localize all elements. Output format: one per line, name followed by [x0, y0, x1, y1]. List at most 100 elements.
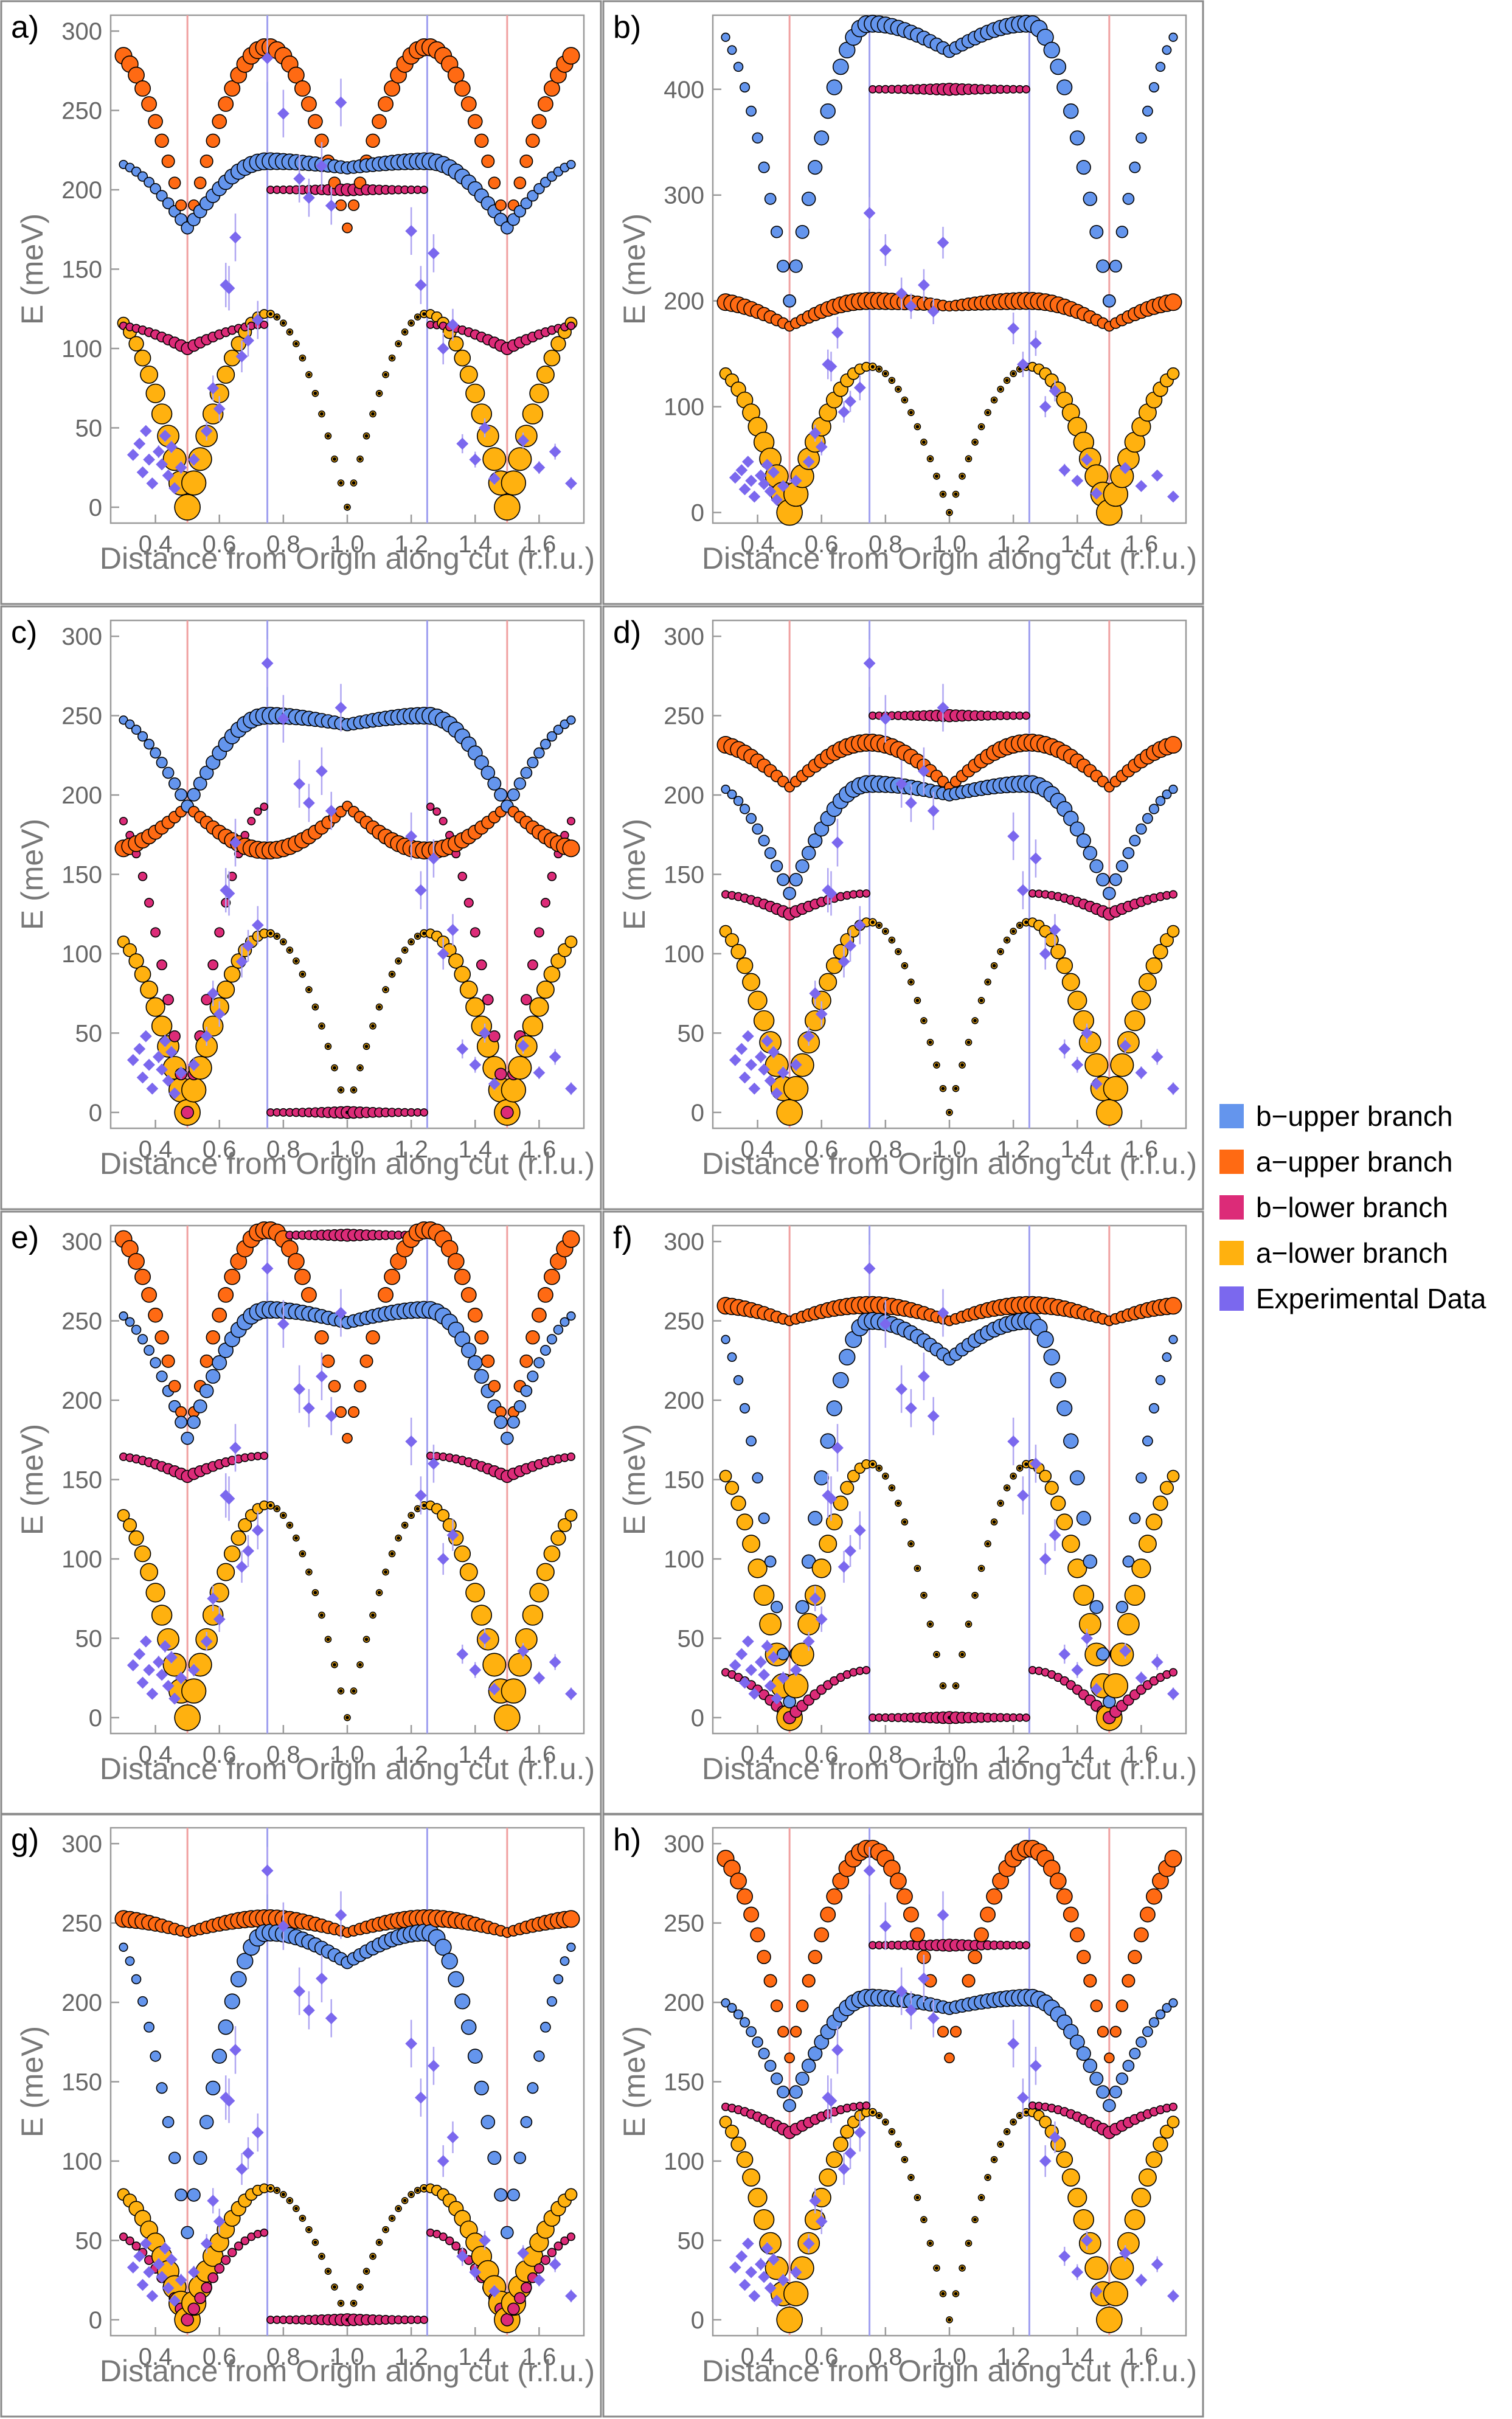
al-point [564, 935, 578, 948]
experimental-point [446, 2131, 459, 2143]
legend-label: Experimental Data [1256, 1283, 1486, 1314]
acoustic-point [890, 938, 894, 942]
au-point [538, 96, 553, 112]
acoustic-point [1005, 938, 1009, 942]
al-point [117, 1508, 130, 1522]
experimental-point [152, 1050, 165, 1063]
experimental-point [735, 2250, 748, 2263]
bu-point [156, 190, 168, 202]
y-tick-label: 150 [61, 257, 102, 283]
bu-point [212, 2049, 227, 2064]
experimental-point [789, 1058, 802, 1071]
experimental-point [335, 701, 347, 714]
al-point [536, 1563, 555, 1581]
bu-point [1122, 193, 1135, 205]
experimental-point [168, 482, 181, 495]
acoustic-point [979, 425, 983, 429]
acoustic-point [870, 365, 875, 369]
experimental-point [1151, 1656, 1163, 1668]
x-tick-label: 0.8 [266, 1741, 300, 1768]
bu-point [206, 2080, 221, 2095]
experimental-point [251, 1524, 264, 1536]
acoustic-point [326, 1044, 330, 1049]
au-point [224, 80, 241, 97]
experimental-point [235, 350, 248, 363]
bl-point [521, 994, 532, 1005]
bu-point [527, 1370, 539, 1383]
panel-label: g) [11, 1822, 39, 1858]
bl-point [227, 872, 237, 881]
x-tick-label: 1.4 [458, 531, 492, 558]
al-point [231, 1530, 246, 1546]
acoustic-point [397, 959, 401, 963]
experimental-point [844, 940, 856, 952]
acoustic-point [999, 1501, 1003, 1505]
au-point [562, 1910, 580, 1928]
acoustic-point [903, 963, 907, 968]
bu-point [175, 1415, 188, 1429]
x-tick-label: 1.4 [1060, 531, 1094, 558]
experimental-point [229, 1442, 241, 1454]
panel-label: c) [11, 615, 37, 650]
au-point [294, 1268, 311, 1285]
al-point [1167, 925, 1180, 938]
al-point [1124, 1584, 1146, 1606]
au-point [730, 1872, 747, 1890]
experimental-point [905, 797, 917, 809]
bl-point [194, 2292, 206, 2305]
al-point [811, 1558, 831, 1578]
bu-point [546, 1996, 557, 2007]
au-point [937, 2025, 949, 2038]
acoustic-point [422, 1503, 426, 1507]
acoustic-point [384, 1570, 388, 1574]
bu-point [770, 226, 783, 238]
al-point [1124, 1010, 1146, 1032]
bu-point [467, 1355, 483, 1370]
al-point [725, 1480, 740, 1495]
x-tick-label: 1.4 [458, 1136, 492, 1163]
bu-point [1148, 803, 1159, 814]
experimental-point [127, 1053, 139, 1066]
al-point [1159, 1480, 1174, 1495]
bu-point [527, 2082, 539, 2094]
experimental-point [1119, 462, 1132, 474]
experimental-point [1007, 322, 1020, 335]
panel-f: f)0.4 0.6 0.8 1.0 1.2 1.4 1.605010015020025030… [602, 1210, 1204, 1816]
bu-point [187, 1415, 201, 1429]
bu-point [150, 2050, 161, 2062]
experimental-point [517, 1039, 530, 1052]
bu-point [1083, 192, 1098, 206]
experimental-point [517, 434, 530, 447]
experimental-point [488, 473, 501, 485]
bu-point [119, 1942, 128, 1952]
al-point [1073, 1010, 1095, 1032]
au-point [161, 154, 175, 168]
experimental-point [1017, 2091, 1029, 2104]
au-point [301, 1286, 317, 1303]
experimental-point [446, 923, 459, 936]
acoustic-point [1024, 1462, 1028, 1466]
acoustic-point [966, 1040, 971, 1044]
bu-point [540, 2021, 551, 2033]
x-axis-label: Distance from Origin along cut (r.l.u.) [702, 541, 1197, 575]
bu-point [513, 2151, 527, 2164]
x-tick-label: 0.8 [266, 531, 300, 558]
al-point [501, 1077, 527, 1103]
al-point [448, 336, 464, 352]
y-axis-label: E (meV) [15, 2026, 49, 2137]
bu-point [566, 159, 576, 170]
experimental-point [735, 1043, 748, 1055]
bl-point [457, 872, 467, 881]
y-tick-label: 250 [61, 1911, 102, 1937]
au-point [224, 1268, 241, 1285]
au-point [212, 1307, 227, 1323]
al-point [742, 2168, 761, 2187]
experimental-point [303, 1402, 315, 1414]
bu-point [1056, 79, 1073, 95]
acoustic-point [954, 1086, 958, 1091]
al-point [123, 1518, 137, 1533]
panel-label: h) [613, 1822, 641, 1858]
al-point [529, 383, 549, 403]
bl-point [547, 872, 557, 881]
x-tick-label: 1.6 [1125, 531, 1159, 558]
